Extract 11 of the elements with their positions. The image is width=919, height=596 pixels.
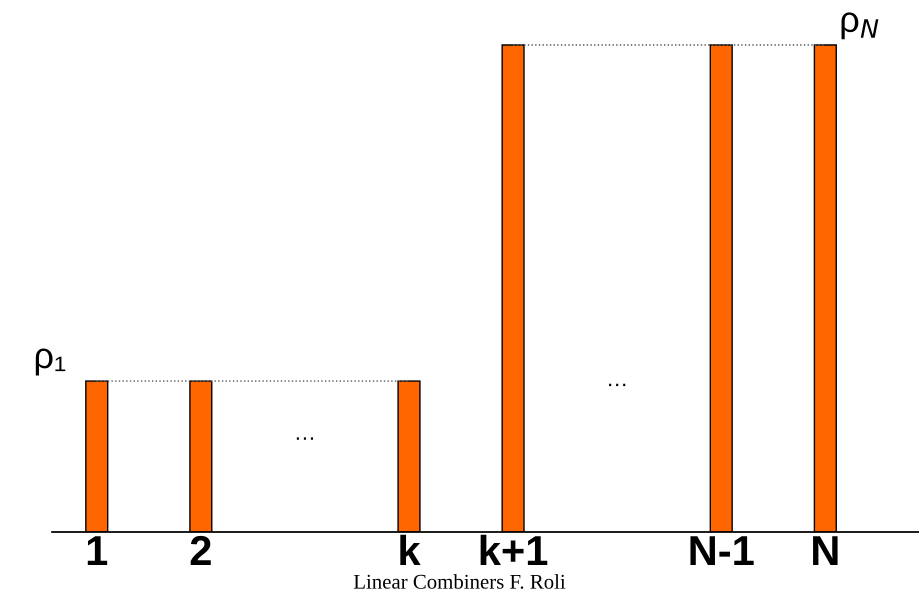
x-tick-label: N: [813, 536, 838, 565]
x-tick-label: N-1: [690, 536, 754, 565]
annotation: ρ$_{N}$: [842, 12, 878, 40]
annotation: …: [296, 437, 314, 440]
x-tick-label: k+1: [480, 534, 548, 565]
x-tick-label: k: [400, 534, 421, 565]
text: Linear Combiners F. Roli: [354, 574, 566, 589]
annotation: …: [609, 384, 626, 386]
annotation: ρ₁: [36, 348, 66, 376]
x-tick-label: 2: [190, 536, 211, 565]
x-tick-label: 1: [88, 536, 108, 565]
